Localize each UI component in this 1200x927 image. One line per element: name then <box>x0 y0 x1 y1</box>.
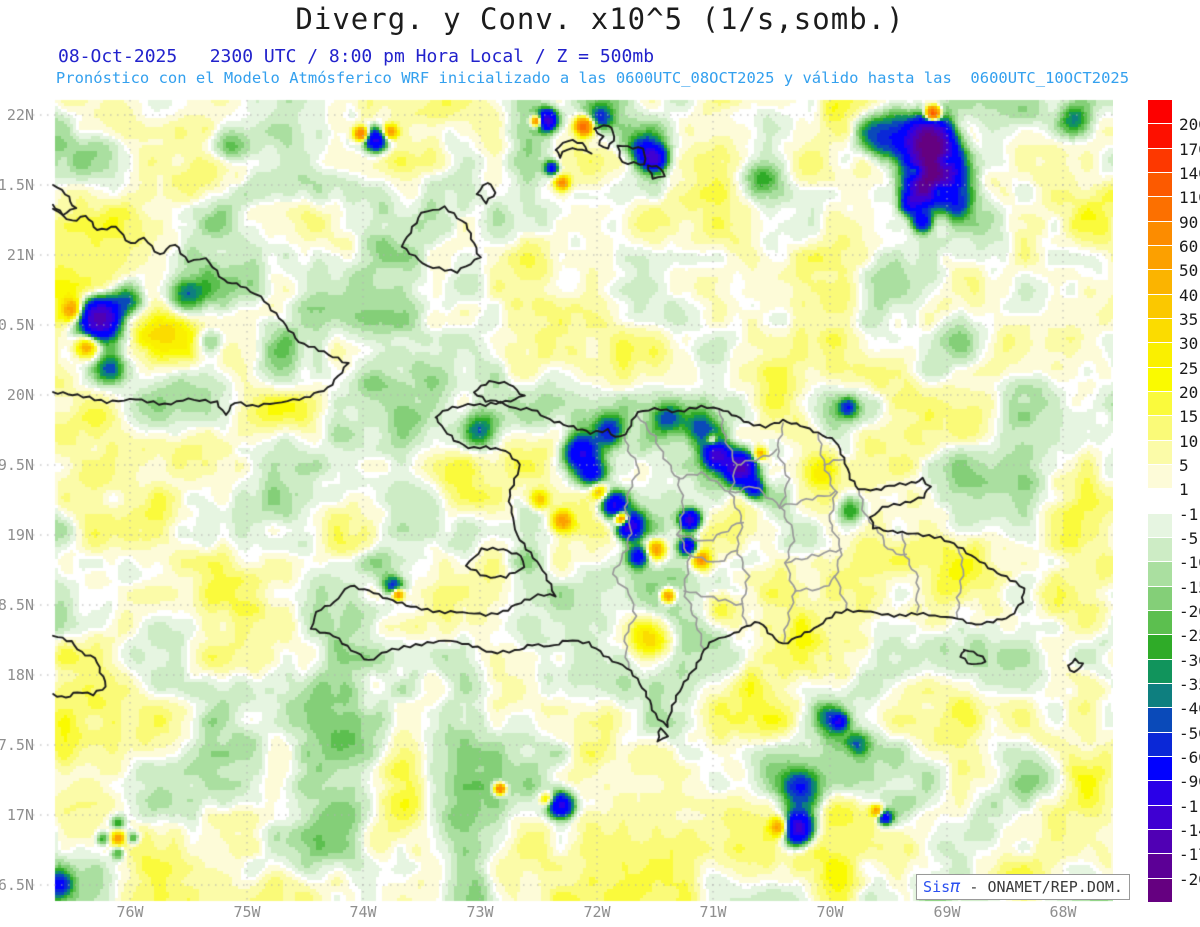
colorbar-tick-label: 40 <box>1179 285 1199 305</box>
colorbar-tick-label: -200 <box>1179 869 1200 889</box>
colorbar-block <box>1148 221 1172 246</box>
lon-tick-label: 71W <box>699 903 727 921</box>
colorbar-block <box>1148 683 1172 709</box>
colorbar-block <box>1148 148 1172 173</box>
page-title: Diverg. y Conv. x10^5 (1/s,somb.) <box>295 2 905 36</box>
lon-tick-label: 69W <box>933 903 961 921</box>
colorbar-block <box>1148 124 1172 149</box>
colorbar-block <box>1148 732 1172 757</box>
colorbar-tick-label: -25 <box>1179 626 1200 646</box>
colorbar-tick-label: 1 <box>1179 480 1189 500</box>
lat-tick-label: 18N <box>6 666 34 684</box>
lat-tick-label: 22N <box>6 106 34 124</box>
lat-tick-label: 9.5N <box>0 456 34 474</box>
colorbar-block <box>1148 100 1172 125</box>
colorbar-tick-label: 25 <box>1179 358 1199 378</box>
colorbar-tick-label: -170 <box>1179 845 1200 865</box>
colorbar-block <box>1148 562 1172 587</box>
lat-tick-label: 1.5N <box>0 176 34 194</box>
colorbar-block <box>1148 464 1172 490</box>
lat-tick-label: 20N <box>6 386 34 404</box>
colorbar-block <box>1148 489 1172 514</box>
attribution-sis: Sis <box>923 878 951 896</box>
attribution-box: Sis π - ONAMET/REP.DOM. <box>916 874 1130 900</box>
colorbar-block <box>1148 635 1172 660</box>
colorbar-block <box>1148 343 1172 368</box>
colorbar-block <box>1148 440 1172 465</box>
attribution-org: - ONAMET/REP.DOM. <box>960 878 1123 896</box>
lat-tick-label: 19N <box>6 526 34 544</box>
colorbar-block <box>1148 610 1172 636</box>
colorbar-block <box>1148 878 1172 903</box>
lat-tick-label: 7.5N <box>0 736 34 754</box>
colorbar-block <box>1148 391 1172 417</box>
colorbar-block <box>1148 659 1172 684</box>
colorbar-tick-label: -40 <box>1179 699 1200 719</box>
valid-time-subtitle: 08-Oct-2025 2300 UTC / 8:00 pm Hora Loca… <box>58 46 655 67</box>
colorbar-tick-label: 140 <box>1179 163 1200 183</box>
model-run-subtitle: Pronóstico con el Modelo Atmósferico WRF… <box>55 69 1130 87</box>
colorbar-tick-label: -15 <box>1179 577 1200 597</box>
colorbar-tick-label: -60 <box>1179 747 1200 767</box>
lon-tick-label: 72W <box>583 903 611 921</box>
colorbar-tick-label: 35 <box>1179 309 1199 329</box>
colorbar-block <box>1148 537 1172 563</box>
colorbar-block <box>1148 513 1172 538</box>
colorbar-block <box>1148 294 1172 319</box>
colorbar-block <box>1148 781 1172 806</box>
lat-tick-label: 0.5N <box>0 316 34 334</box>
colorbar-tick-label: -110 <box>1179 796 1200 816</box>
colorbar-tick-label: 90 <box>1179 212 1199 232</box>
colorbar-block <box>1148 416 1172 441</box>
colorbar-tick-label: 5 <box>1179 455 1189 475</box>
colorbar-tick-label: 10 <box>1179 431 1199 451</box>
lat-tick-label: 6.5N <box>0 876 34 894</box>
lon-tick-label: 73W <box>466 903 494 921</box>
colorbar-block <box>1148 854 1172 879</box>
colorbar-tick-label: 15 <box>1179 407 1199 427</box>
colorbar-tick-label: 20 <box>1179 382 1199 402</box>
colorbar-block <box>1148 172 1172 198</box>
colorbar-tick-label: -90 <box>1179 772 1200 792</box>
colorbar-tick-label: 110 <box>1179 188 1200 208</box>
colorbar-tick-label: -35 <box>1179 674 1200 694</box>
colorbar-tick-label: 30 <box>1179 334 1199 354</box>
colorbar-block <box>1148 805 1172 830</box>
colorbar-block <box>1148 318 1172 344</box>
lat-tick-label: 8.5N <box>0 596 34 614</box>
colorbar-tick-label: 170 <box>1179 139 1200 159</box>
colorbar-block <box>1148 367 1172 392</box>
colorbar-block <box>1148 197 1172 222</box>
colorbar-block <box>1148 270 1172 295</box>
lat-tick-label: 21N <box>6 246 34 264</box>
colorbar-tick-label: 200 <box>1179 115 1200 135</box>
colorbar-tick-label: -10 <box>1179 553 1200 573</box>
colorbar-tick-label: 60 <box>1179 236 1199 256</box>
colorbar-block <box>1148 586 1172 611</box>
divergence-map-canvas <box>32 98 1113 905</box>
lon-tick-label: 68W <box>1049 903 1077 921</box>
colorbar-block <box>1148 829 1172 855</box>
lon-tick-label: 74W <box>349 903 377 921</box>
colorbar-tick-label: -50 <box>1179 723 1200 743</box>
lon-tick-label: 76W <box>116 903 144 921</box>
colorbar-tick-label: -20 <box>1179 601 1200 621</box>
colorbar <box>1148 100 1172 903</box>
lon-tick-label: 75W <box>233 903 261 921</box>
lon-tick-label: 70W <box>816 903 844 921</box>
colorbar-block <box>1148 756 1172 782</box>
pi-logo-icon: π <box>950 877 961 897</box>
colorbar-tick-label: -5 <box>1179 528 1199 548</box>
colorbar-tick-label: -30 <box>1179 650 1200 670</box>
colorbar-block <box>1148 245 1172 271</box>
colorbar-tick-label: 50 <box>1179 261 1199 281</box>
lat-tick-label: 17N <box>6 806 34 824</box>
colorbar-block <box>1148 708 1172 733</box>
colorbar-tick-label: -1 <box>1179 504 1199 524</box>
colorbar-tick-label: -140 <box>1179 820 1200 840</box>
